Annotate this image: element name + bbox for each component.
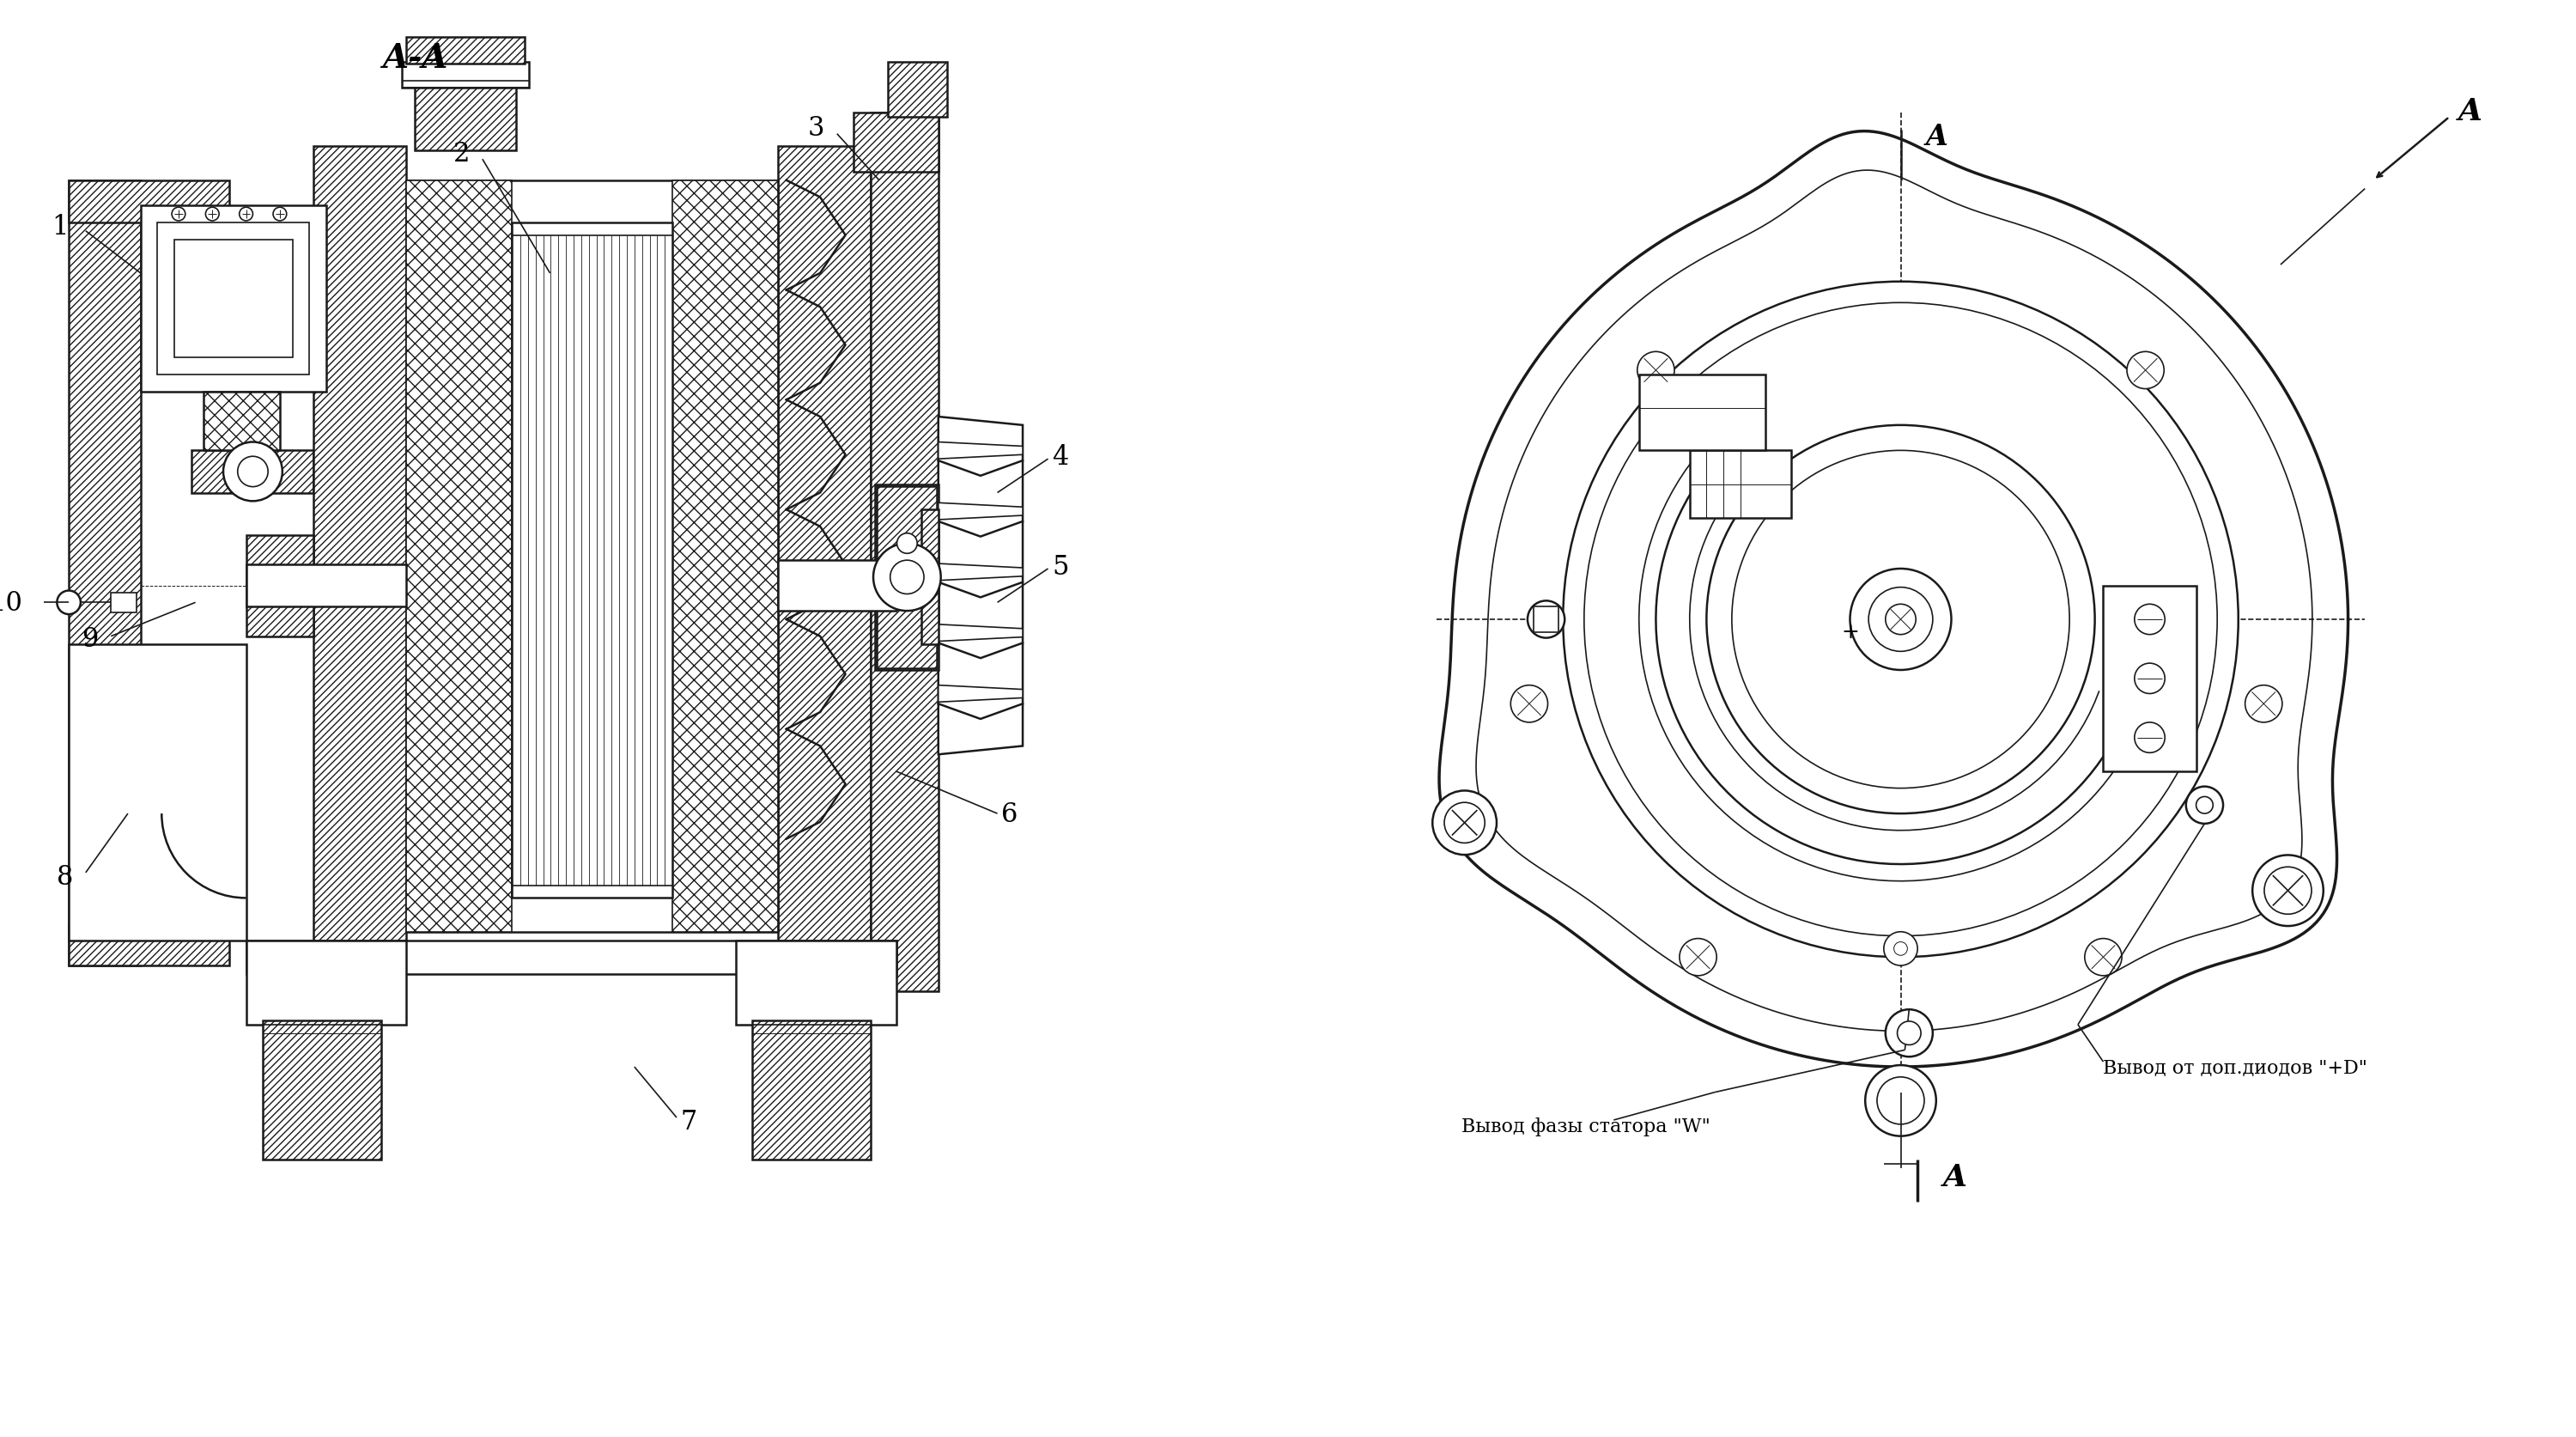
Polygon shape — [247, 940, 407, 1025]
Polygon shape — [889, 63, 948, 118]
Text: 7: 7 — [680, 1108, 698, 1135]
Text: +: + — [1842, 622, 1860, 642]
Text: 4: 4 — [1051, 444, 1069, 470]
Text: A-A: A-A — [381, 42, 448, 75]
Polygon shape — [871, 114, 938, 992]
Polygon shape — [70, 181, 229, 223]
Polygon shape — [1638, 375, 1765, 451]
Polygon shape — [247, 565, 407, 606]
Polygon shape — [70, 645, 247, 940]
Circle shape — [273, 208, 286, 221]
Circle shape — [224, 443, 283, 502]
Polygon shape — [402, 63, 528, 88]
Polygon shape — [204, 392, 281, 451]
Text: A: A — [2458, 98, 2481, 126]
Circle shape — [1878, 1078, 1924, 1124]
Text: Вывод фазы статора "W": Вывод фазы статора "W" — [1461, 1117, 1710, 1135]
Text: 9: 9 — [82, 627, 98, 652]
Circle shape — [237, 457, 268, 487]
Circle shape — [2084, 938, 2123, 976]
Polygon shape — [853, 114, 938, 172]
Polygon shape — [191, 451, 314, 493]
Circle shape — [1883, 933, 1917, 966]
Circle shape — [1886, 1010, 1932, 1058]
Circle shape — [1886, 605, 1917, 635]
Circle shape — [2246, 685, 2282, 723]
Circle shape — [891, 560, 925, 595]
Circle shape — [57, 591, 80, 615]
Text: 3: 3 — [809, 115, 824, 142]
Polygon shape — [737, 940, 896, 1025]
Circle shape — [1680, 938, 1716, 976]
Text: 10: 10 — [0, 589, 23, 616]
Circle shape — [2251, 855, 2324, 927]
Text: 1: 1 — [52, 214, 70, 240]
Polygon shape — [70, 924, 229, 966]
Bar — [175, 240, 294, 358]
Bar — [1533, 606, 1558, 632]
Polygon shape — [247, 536, 314, 637]
Circle shape — [1850, 569, 1950, 671]
Circle shape — [873, 543, 940, 611]
Circle shape — [1705, 425, 2094, 813]
Circle shape — [206, 208, 219, 221]
Polygon shape — [2102, 586, 2197, 772]
Polygon shape — [876, 486, 938, 668]
Circle shape — [1564, 282, 2239, 957]
Circle shape — [2264, 867, 2311, 914]
Polygon shape — [407, 37, 526, 65]
Polygon shape — [415, 63, 515, 151]
Polygon shape — [778, 560, 896, 611]
Circle shape — [1445, 803, 1484, 844]
Text: 6: 6 — [1002, 800, 1018, 828]
Bar — [157, 223, 309, 375]
Circle shape — [1510, 685, 1548, 723]
Circle shape — [2136, 605, 2164, 635]
Circle shape — [1899, 1022, 1922, 1045]
Polygon shape — [407, 181, 513, 933]
Circle shape — [1638, 352, 1674, 389]
Polygon shape — [752, 1020, 871, 1160]
Polygon shape — [70, 181, 142, 966]
Polygon shape — [314, 147, 407, 957]
Polygon shape — [938, 417, 1023, 754]
Circle shape — [1528, 601, 1564, 638]
Polygon shape — [938, 565, 1023, 581]
Circle shape — [2197, 798, 2213, 813]
Circle shape — [2187, 787, 2223, 823]
Text: 8: 8 — [57, 864, 72, 891]
Circle shape — [173, 208, 185, 221]
Circle shape — [1868, 588, 1932, 652]
Polygon shape — [938, 503, 1023, 520]
Polygon shape — [672, 181, 778, 933]
Text: A: A — [1942, 1163, 1968, 1191]
Circle shape — [2136, 723, 2164, 753]
Bar — [111, 592, 137, 614]
Polygon shape — [247, 940, 896, 974]
Circle shape — [2136, 664, 2164, 694]
Polygon shape — [876, 484, 938, 671]
Circle shape — [2128, 352, 2164, 389]
Circle shape — [1865, 1065, 1937, 1137]
Bar — [142, 207, 327, 392]
Text: A: A — [1927, 122, 1947, 151]
Polygon shape — [407, 181, 778, 933]
Polygon shape — [263, 1020, 381, 1160]
Text: Вывод от доп.диодов "+D": Вывод от доп.диодов "+D" — [2102, 1058, 2367, 1076]
Circle shape — [1893, 943, 1906, 956]
Polygon shape — [1690, 451, 1790, 519]
Polygon shape — [513, 223, 672, 898]
Circle shape — [896, 533, 917, 553]
Polygon shape — [938, 685, 1023, 703]
Polygon shape — [778, 147, 871, 957]
Circle shape — [1432, 790, 1497, 855]
Polygon shape — [938, 443, 1023, 460]
Polygon shape — [938, 625, 1023, 642]
Polygon shape — [922, 510, 938, 645]
Text: 2: 2 — [453, 141, 469, 167]
Text: 5: 5 — [1051, 553, 1069, 581]
Circle shape — [240, 208, 252, 221]
